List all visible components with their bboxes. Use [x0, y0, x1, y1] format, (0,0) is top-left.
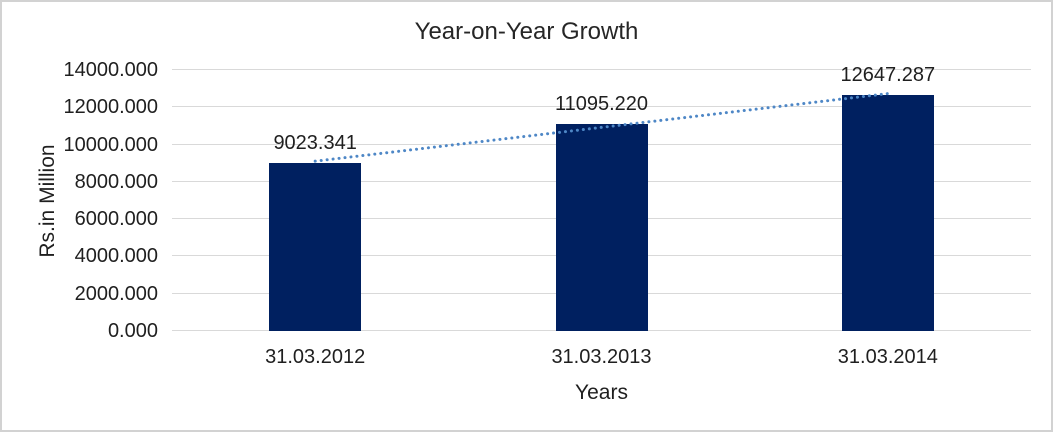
bar-value-label: 9023.341 [273, 131, 357, 154]
gridline [172, 69, 1031, 70]
y-tick-label: 4000.000 [74, 245, 158, 268]
x-tick-label: 31.03.2013 [551, 346, 652, 368]
x-tick-label: 31.03.2012 [265, 346, 366, 368]
x-tick-label: 31.03.2014 [837, 346, 938, 368]
bar-31.03.2012 [269, 162, 362, 331]
bar-value-label: 11095.220 [554, 93, 649, 116]
chart-title: Year-on-Year Growth [414, 18, 639, 45]
y-tick-label: 0.000 [107, 320, 158, 342]
y-tick-label: 12000.000 [63, 96, 158, 119]
y-tick-label: 6000.000 [74, 208, 158, 231]
y-tick-label: 2000.000 [74, 282, 158, 305]
x-axis-title: Years [575, 381, 628, 404]
trendline [313, 92, 890, 163]
gridline [172, 106, 1031, 108]
y-tick-label: 10000.000 [63, 133, 158, 156]
trendline-line [313, 92, 890, 163]
y-tick-label: 14000.000 [63, 59, 158, 81]
bar-value-label: 12647.287 [840, 64, 936, 87]
bar-31.03.2014 [841, 95, 934, 331]
y-tick-label: 8000.000 [74, 170, 158, 193]
bar-31.03.2013 [555, 124, 648, 331]
